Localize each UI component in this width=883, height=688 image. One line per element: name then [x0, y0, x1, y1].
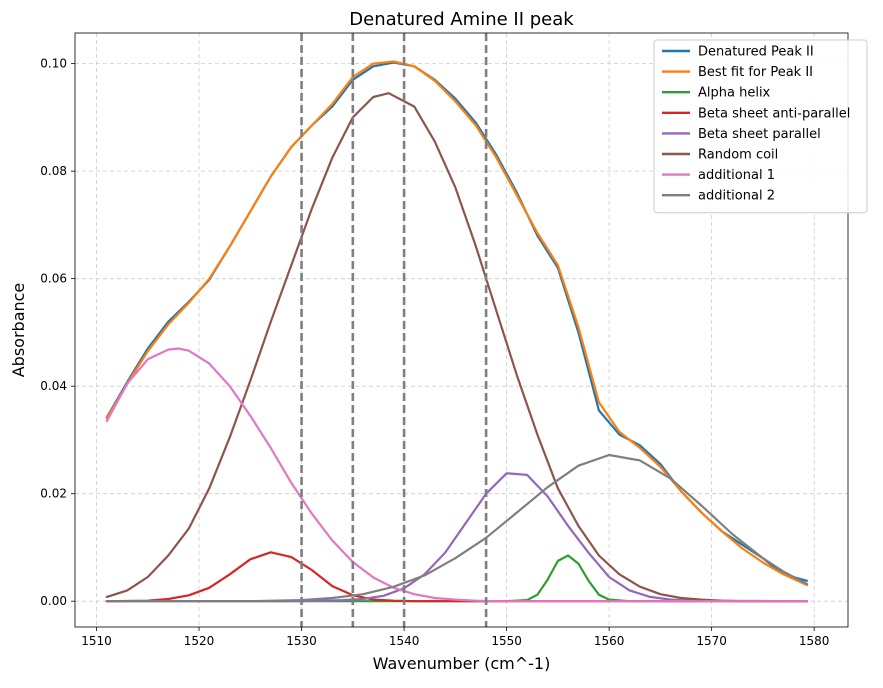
x-tick-label: 1550: [491, 634, 522, 648]
x-axis-label: Wavenumber (cm^-1): [373, 654, 551, 673]
legend-label-beta-sheet-anti-parallel: Beta sheet anti-parallel: [698, 106, 850, 121]
vline-layer: [300, 33, 488, 627]
legend-label-alpha-helix: Alpha helix: [698, 86, 771, 101]
legend-label-denatured-peak-ii: Denatured Peak II: [698, 45, 814, 60]
series-line-beta-sheet-parallel: [105, 472, 809, 603]
y-tick-label: 0.00: [40, 594, 67, 608]
plot-frame: [74, 32, 849, 628]
series-line-random-coil: [105, 92, 809, 603]
y-tick-label: 0.08: [40, 164, 67, 178]
legend-label-additional-1: additional 1: [698, 168, 775, 183]
legend-box: [653, 39, 868, 214]
series-line-additional-2: [105, 453, 809, 603]
x-tick-label: 1560: [594, 634, 625, 648]
chart-title: Denatured Amine II peak: [349, 9, 574, 30]
x-tick-label: 1520: [184, 634, 215, 648]
x-tick-label: 1530: [286, 634, 317, 648]
series-line-additional-1: [105, 347, 809, 603]
legend-label-best-fit-for-peak-ii: Best fit for Peak II: [698, 65, 813, 80]
series-line-alpha-helix: [105, 554, 809, 603]
y-tick-label: 0.10: [40, 57, 67, 71]
y-tick-label: 0.06: [40, 272, 67, 286]
x-tick-label: 1580: [799, 634, 830, 648]
legend-label-random-coil: Random coil: [698, 148, 778, 163]
tick-layer: 1510 1520 1530 1540 1550 1560 1570 1580 0.00 0.02…: [40, 57, 829, 648]
legend-label-beta-sheet-parallel: Beta sheet parallel: [698, 127, 821, 142]
y-tick-label: 0.02: [40, 487, 67, 501]
y-tick-label: 0.04: [40, 379, 67, 393]
y-axis-label: Absorbance: [9, 283, 28, 378]
x-tick-label: 1540: [389, 634, 420, 648]
legend: Denatured Peak II Best fit for Peak II Alp…: [653, 39, 868, 214]
series-line-beta-sheet-anti-parallel: [105, 551, 809, 603]
legend-label-additional-2: additional 2: [698, 189, 775, 204]
x-tick-label: 1510: [81, 634, 112, 648]
series-layer: [105, 60, 809, 603]
x-tick-label: 1570: [696, 634, 727, 648]
series-line-best-fit-for-peak-ii: [105, 60, 809, 587]
